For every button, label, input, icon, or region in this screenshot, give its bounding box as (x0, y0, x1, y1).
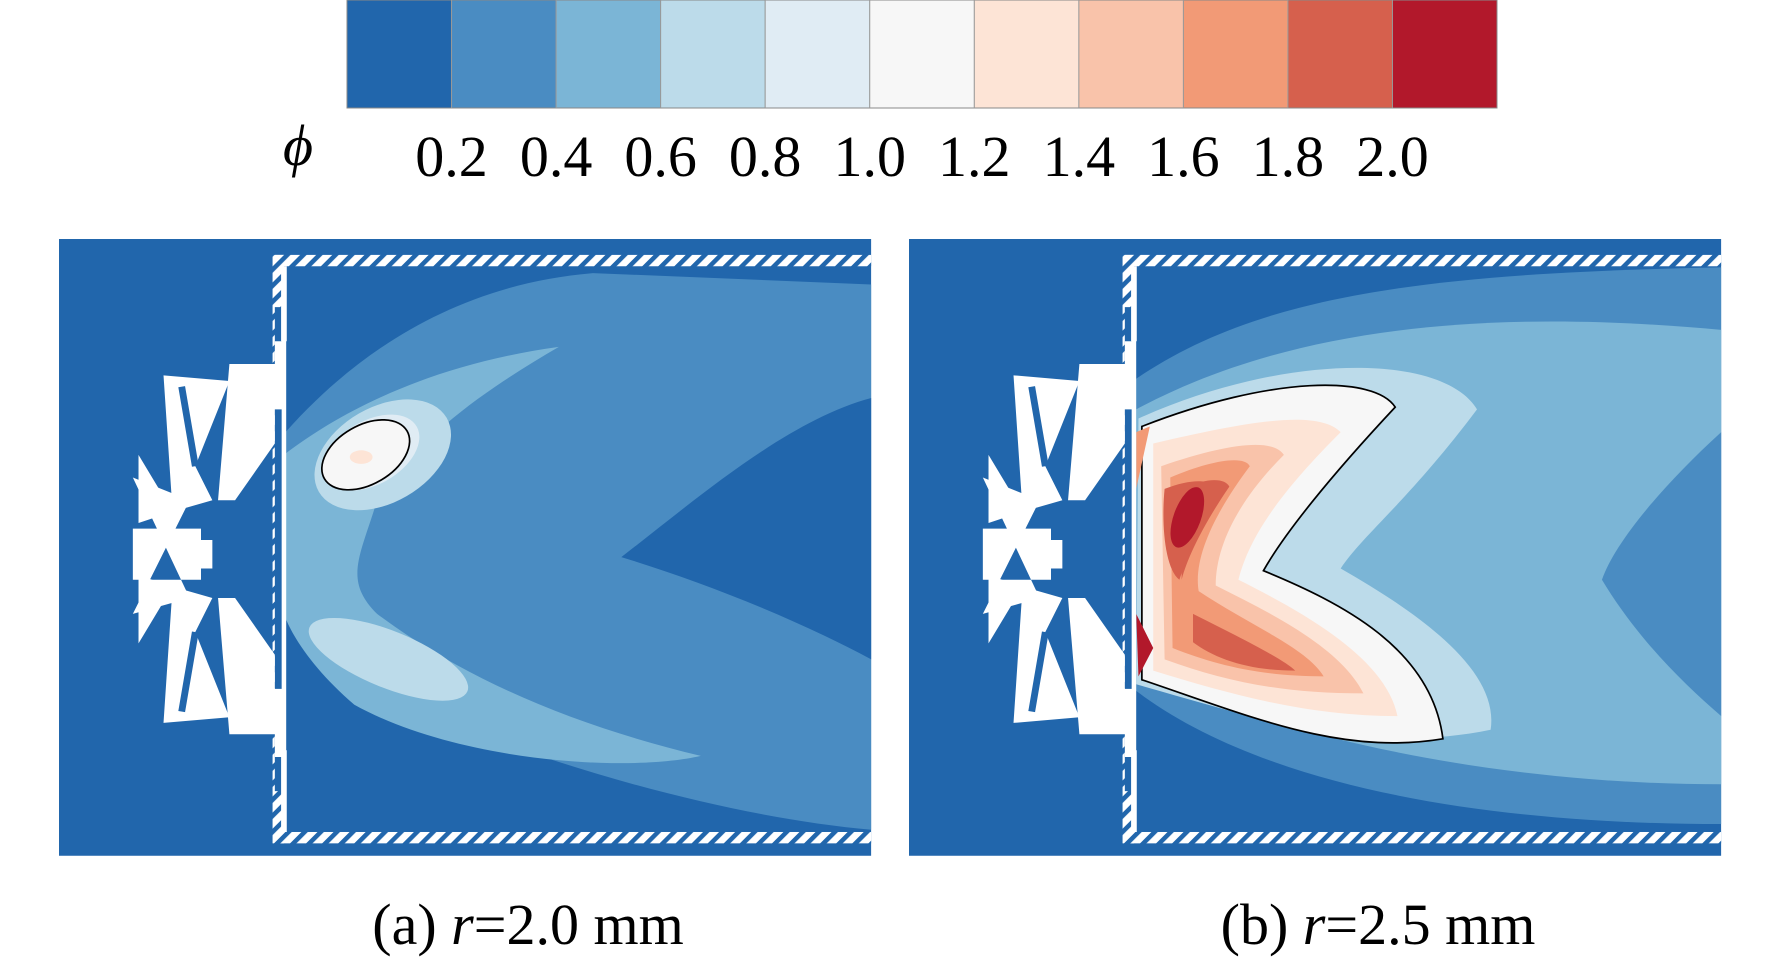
colorbar-swatch (973, 0, 1080, 109)
colorbar-swatch (451, 0, 557, 109)
colorbar-tick-label: 0.6 (624, 124, 697, 189)
colorbar-swatch (1183, 0, 1289, 109)
colorbar-swatch (869, 0, 975, 109)
caption: (a) r=2.0 mm (372, 892, 683, 957)
colorbar-tick-label: 1.8 (1252, 124, 1325, 189)
caption: (b) r=2.5 mm (1221, 892, 1536, 957)
colorbar-tick-label: 1.2 (938, 124, 1011, 189)
panel-b (909, 239, 1721, 856)
colorbar-swatch (555, 0, 661, 109)
colorbar-swatch (764, 0, 871, 109)
colorbar-swatch (1392, 0, 1498, 109)
caption-label: (a) (372, 892, 436, 957)
colorbar-swatch (660, 0, 766, 109)
colorbar-tick-label: 0.2 (415, 124, 488, 189)
colorbar-tick-label: 1.6 (1147, 124, 1220, 189)
colorbar-swatch (1287, 0, 1393, 109)
caption-value: =2.0 mm (474, 892, 684, 957)
colorbar-tick-label: 0.8 (729, 124, 802, 189)
colorbar-frame (346, 0, 1498, 109)
colorbar-tick-label: 1.4 (1043, 124, 1116, 189)
caption-label: (b) (1221, 892, 1289, 957)
colorbar-swatch (346, 0, 452, 109)
colorbar-tick-label: 2.0 (1356, 124, 1429, 189)
caption-value: =2.5 mm (1325, 892, 1535, 957)
colorbar-symbol: ϕ (283, 113, 313, 178)
caption-variable: r (1303, 892, 1326, 957)
panel-a (59, 239, 872, 856)
colorbar-tick-label: 1.0 (833, 124, 906, 189)
caption-variable: r (451, 892, 474, 957)
colorbar-swatch (1078, 0, 1184, 109)
colorbar-tick-label: 0.4 (520, 124, 593, 189)
